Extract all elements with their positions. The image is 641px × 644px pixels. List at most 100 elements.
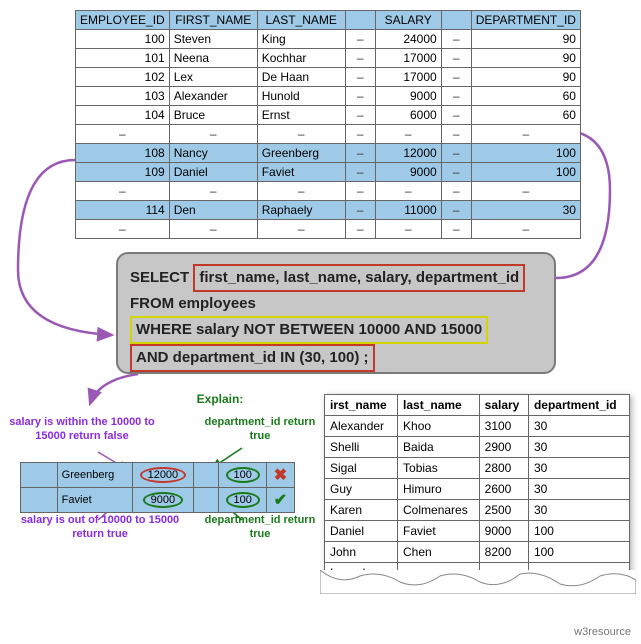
result-cell: 3100 [479,416,528,437]
col-department-id: DEPARTMENT_ID [471,11,580,30]
result-cell: Faviet [398,521,480,542]
table-cell: – [345,144,375,163]
table-row: 114DenRaphaely–11000–30 [76,201,581,220]
table-cell: Steven [169,30,257,49]
res-col-firstname: irst_name [325,395,398,416]
table-row: 103AlexanderHunold–9000–60 [76,87,581,106]
table-cell: 6000 [375,106,441,125]
result-cell: 30 [528,416,629,437]
table-cell: 17000 [375,49,441,68]
table-row: ––––––– [76,125,581,144]
col-salary: SALARY [375,11,441,30]
table-cell: 114 [76,201,170,220]
table-cell: 101 [76,49,170,68]
table-cell: – [471,182,580,201]
table-cell: – [345,49,375,68]
table-cell: Nancy [169,144,257,163]
mini-cell-name: Faviet [57,488,133,513]
mini-row: Greenberg12000100✖ [21,463,295,488]
table-cell: 90 [471,49,580,68]
table-cell: De Haan [257,68,345,87]
result-cell: 8200 [479,542,528,563]
table-cell: – [169,220,257,239]
result-cell: John [325,542,398,563]
table-cell: Ernst [257,106,345,125]
col-gap1 [345,11,375,30]
result-row: SigalTobias280030 [325,458,630,479]
sql-and-frag: AND department_id IN (30, 100) ; [130,344,375,372]
mini-cell-dept: 100 [219,488,266,513]
table-cell: – [345,87,375,106]
result-row: KarenColmenares250030 [325,500,630,521]
res-col-dept: department_id [528,395,629,416]
result-cell: Tobias [398,458,480,479]
table-cell: – [441,201,471,220]
table-cell: – [441,125,471,144]
res-col-salary: salary [479,395,528,416]
table-cell: 100 [471,163,580,182]
result-row: ShelliBaida290030 [325,437,630,458]
table-cell: – [345,125,375,144]
result-cell: Sigal [325,458,398,479]
table-row: ––––––– [76,220,581,239]
table-cell: – [441,220,471,239]
note-salary-false: salary is within the 10000 to 15000 retu… [6,416,158,444]
table-cell: – [441,163,471,182]
table-cell: – [169,182,257,201]
table-cell: – [441,182,471,201]
result-header-row: irst_name last_name salary department_id [325,395,630,416]
table-cell: – [345,220,375,239]
table-cell: Hunold [257,87,345,106]
main-table-header-row: EMPLOYEE_ID FIRST_NAME LAST_NAME SALARY … [76,11,581,30]
table-cell: – [375,220,441,239]
table-cell: – [345,201,375,220]
table-cell: – [169,125,257,144]
result-cell: Daniel [325,521,398,542]
table-cell: – [76,125,170,144]
mini-cell-name: Greenberg [57,463,133,488]
table-cell: – [375,125,441,144]
table-cell: 60 [471,87,580,106]
mini-cell-mark: ✔ [266,488,294,513]
mini-cell-dept: 100 [219,463,266,488]
table-cell: 24000 [375,30,441,49]
result-row: DanielFaviet9000100 [325,521,630,542]
table-cell: Raphaely [257,201,345,220]
table-cell: Alexander [169,87,257,106]
mini-cell-blank [21,488,58,513]
note-dept-true-2: department_id return true [200,514,320,542]
table-cell: 9000 [375,87,441,106]
torn-edge [320,570,636,594]
col-gap2 [441,11,471,30]
result-cell: Khoo [398,416,480,437]
table-cell: King [257,30,345,49]
note-salary-true: salary is out of 10000 to 15000 return t… [6,514,194,542]
table-cell: – [441,68,471,87]
table-cell: 104 [76,106,170,125]
result-cell: 100 [528,521,629,542]
table-cell: Lex [169,68,257,87]
table-cell: Kochhar [257,49,345,68]
table-cell: – [345,182,375,201]
mini-cell-gap [193,488,219,513]
table-cell: 30 [471,201,580,220]
table-cell: 12000 [375,144,441,163]
note-dept-true-1: department_id return true [200,416,320,444]
table-row: 104BruceErnst–6000–60 [76,106,581,125]
mini-cell-blank [21,463,58,488]
table-row: 109DanielFaviet–9000–100 [76,163,581,182]
result-cell: Shelli [325,437,398,458]
table-cell: – [257,182,345,201]
attribution-text: w3resource [574,626,631,638]
mini-row: Faviet9000100✔ [21,488,295,513]
result-cell: 2500 [479,500,528,521]
sql-line-1: SELECT first_name, last_name, salary, de… [130,264,542,292]
result-row: JohnChen8200100 [325,542,630,563]
explain-mini-table: Greenberg12000100✖Faviet9000100✔ [20,462,295,513]
table-cell: 90 [471,30,580,49]
sql-line-3: WHERE salary NOT BETWEEN 10000 AND 15000 [130,316,542,344]
mini-cell-salary: 12000 [133,463,193,488]
table-cell: – [345,106,375,125]
table-cell: – [441,30,471,49]
result-cell: 9000 [479,521,528,542]
